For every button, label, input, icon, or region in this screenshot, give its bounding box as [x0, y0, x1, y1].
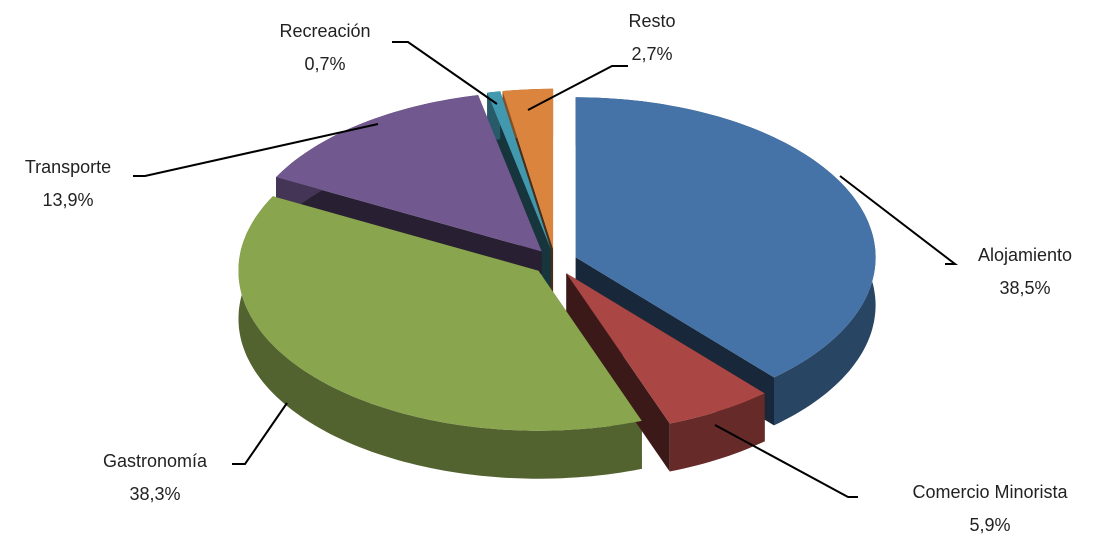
category-label: Gastronomía — [103, 451, 208, 471]
value-label: 13,9% — [42, 190, 93, 210]
slice-cut-face — [566, 273, 670, 472]
value-label: 38,3% — [129, 484, 180, 504]
slice — [566, 273, 765, 424]
category-label: Recreación — [279, 21, 370, 41]
category-label: Comercio Minorista — [912, 482, 1068, 502]
category-label: Resto — [628, 11, 675, 31]
slice — [502, 88, 554, 249]
category-label: Alojamiento — [978, 245, 1072, 265]
category-label: Transporte — [25, 157, 111, 177]
value-label: 38,5% — [999, 278, 1050, 298]
leader-line — [839, 175, 958, 265]
slice-side — [669, 393, 765, 472]
value-label: 0,7% — [304, 54, 345, 74]
leader-line — [133, 123, 379, 177]
slice-side — [238, 196, 642, 479]
slice — [487, 91, 551, 249]
value-label: 2,7% — [631, 44, 672, 64]
value-label: 5,9% — [969, 515, 1010, 535]
slice — [276, 95, 542, 252]
slice — [238, 196, 642, 431]
leader-line — [392, 41, 498, 105]
leader-line — [714, 424, 858, 498]
slice — [575, 97, 876, 378]
leader-line — [527, 65, 628, 111]
leader-line — [232, 402, 288, 465]
